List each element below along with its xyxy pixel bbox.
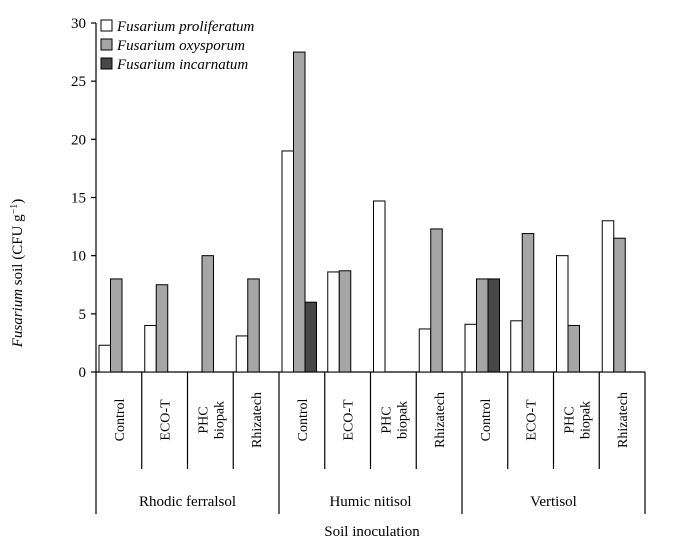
y-tick-label: 30 — [71, 16, 86, 32]
bar-fusarium-oxysporum-6 — [338, 270, 352, 373]
bar-fusarium-incarnatum-9 — [487, 278, 500, 373]
bar-fusarium-oxysporum-5 — [293, 51, 306, 373]
bar-fusarium-proliferatum-5 — [281, 150, 294, 373]
category-label: ECO-T — [342, 399, 357, 441]
bar-fusarium-oxysporum-12 — [613, 237, 626, 373]
bars — [98, 51, 626, 373]
bar-fusarium-oxysporum-2 — [155, 284, 169, 373]
legend: Fusarium proliferatum Fusarium oxysporum F… — [100, 19, 255, 73]
group-label: Vertisol — [530, 494, 577, 510]
bar-fusarium-incarnatum-5 — [304, 301, 317, 373]
y-tick-label: 10 — [71, 249, 86, 265]
y-tick-label: 15 — [71, 191, 86, 207]
bar-fusarium-proliferatum-7 — [373, 200, 386, 373]
bar-fusarium-proliferatum-2 — [144, 324, 157, 373]
bar-fusarium-oxysporum-3 — [201, 255, 214, 373]
bar-fusarium-proliferatum-1 — [98, 344, 111, 373]
bar-fusarium-oxysporum-10 — [521, 233, 535, 373]
legend-swatch-3 — [100, 57, 113, 70]
legend-label-1: Fusarium proliferatum — [116, 19, 255, 35]
y-tick-label: 0 — [79, 365, 87, 381]
bar-fusarium-proliferatum-12 — [601, 220, 615, 373]
category-label: PHC — [379, 406, 394, 433]
category-label: biopak — [395, 401, 410, 439]
category-label: biopak — [212, 401, 227, 439]
legend-label-2: Fusarium oxysporum — [116, 38, 245, 54]
bar-fusarium-proliferatum-8 — [418, 328, 432, 373]
y-tick-label: 25 — [71, 74, 86, 90]
y-tick-label: 20 — [71, 132, 86, 148]
y-axis-title: Fusarium soil (CFU g−1) — [9, 199, 27, 349]
category-label: PHC — [562, 406, 577, 433]
category-label: ECO-T — [525, 399, 540, 441]
category-label: Rhizatech — [250, 392, 265, 448]
bar-fusarium-oxysporum-4 — [247, 278, 260, 373]
category-label: Control — [296, 399, 311, 442]
bar-fusarium-proliferatum-9 — [464, 323, 477, 373]
bar-fusarium-oxysporum-11 — [567, 324, 580, 373]
legend-swatch-1 — [100, 19, 113, 32]
bar-fusarium-proliferatum-11 — [556, 255, 569, 373]
group-label: Humic nitisol — [329, 494, 411, 510]
group-label: Rhodic ferralsol — [139, 494, 236, 510]
category-label: Control — [113, 399, 128, 442]
legend-swatch-2 — [100, 38, 113, 51]
bar-fusarium-oxysporum-9 — [476, 278, 489, 373]
category-label: Rhizatech — [616, 392, 631, 448]
bar-fusarium-oxysporum-8 — [430, 228, 443, 373]
category-label: Rhizatech — [433, 392, 448, 448]
category-label: ECO-T — [159, 399, 174, 441]
x-axis-title: Soil inoculation — [324, 524, 420, 540]
category-label: PHC — [196, 406, 211, 433]
bar-fusarium-proliferatum-4 — [235, 335, 249, 373]
legend-label-3: Fusarium incarnatum — [116, 57, 248, 73]
category-label: Control — [479, 399, 494, 442]
bar-fusarium-oxysporum-1 — [110, 278, 123, 373]
y-tick-label: 5 — [79, 307, 87, 323]
bar-fusarium-proliferatum-6 — [327, 271, 340, 373]
bar-fusarium-proliferatum-10 — [510, 320, 523, 373]
category-label: biopak — [578, 401, 593, 439]
